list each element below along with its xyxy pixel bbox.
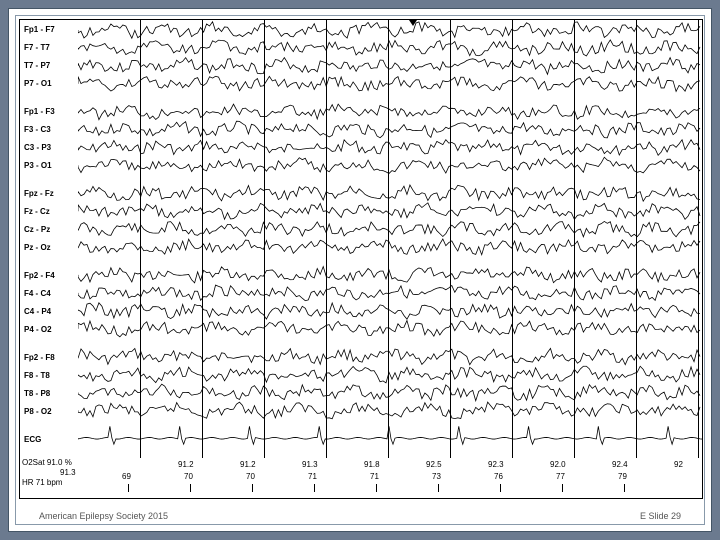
gridline <box>636 20 637 458</box>
waveform-area: O2Sat 91.0 %91.3HR 71 bpm91.291.291.391.… <box>78 20 702 498</box>
channel-label: T8 - P8 <box>24 389 50 398</box>
axis-hr-value: 79 <box>618 472 627 481</box>
waveform-trace <box>78 303 700 319</box>
waveform-svg <box>78 20 702 498</box>
channel-label: C4 - P4 <box>24 307 51 316</box>
channel-label: Fp1 - F3 <box>24 107 55 116</box>
axis-o2-value: 92 <box>674 460 683 469</box>
waveform-trace <box>78 58 700 75</box>
axis-tick <box>624 484 625 492</box>
axis-tick <box>314 484 315 492</box>
eeg-chart: Fp1 - F7 F7 - T7 T7 - P7 P7 - O1 Fp1 - F3 F3 … <box>19 19 703 499</box>
waveform-trace <box>78 22 700 38</box>
gridline <box>512 20 513 458</box>
axis-hr-value: 73 <box>432 472 441 481</box>
gridline <box>574 20 575 458</box>
channel-label: F8 - T8 <box>24 371 50 380</box>
channel-label: F4 - C4 <box>24 289 51 298</box>
axis-o2-value: 91.8 <box>364 460 380 469</box>
axis-o2-value: 91.3 <box>302 460 318 469</box>
axis-o2-value: 92.4 <box>612 460 628 469</box>
channel-label: P4 - O2 <box>24 325 52 334</box>
axis-tick <box>500 484 501 492</box>
gridline <box>264 20 265 458</box>
gridline <box>326 20 327 458</box>
axis-hr-value: 77 <box>556 472 565 481</box>
waveform-trace <box>78 267 700 283</box>
axis-o2-value: 91.2 <box>178 460 194 469</box>
channel-label: ECG <box>24 435 41 444</box>
channel-label: P7 - O1 <box>24 79 52 88</box>
waveform-trace <box>78 239 700 255</box>
axis-tick <box>190 484 191 492</box>
channel-label: C3 - P3 <box>24 143 51 152</box>
channel-label: Pz - Oz <box>24 243 51 252</box>
channel-label: P3 - O1 <box>24 161 52 170</box>
axis-hr-value: 70 <box>246 472 255 481</box>
axis-o2-value: 92.3 <box>488 460 504 469</box>
axis-hr-value: 71 <box>308 472 317 481</box>
axis-tick <box>252 484 253 492</box>
channel-label: Fp1 - F7 <box>24 25 55 34</box>
waveform-trace <box>78 157 700 173</box>
slide-frame: Fp1 - F7 F7 - T7 T7 - P7 P7 - O1 Fp1 - F3 F3 … <box>8 8 712 532</box>
axis-tick <box>376 484 377 492</box>
waveform-trace <box>78 426 702 444</box>
waveform-trace <box>78 366 700 383</box>
waveform-trace <box>78 203 700 220</box>
channel-label: F3 - C3 <box>24 125 51 134</box>
waveform-trace <box>78 221 700 236</box>
gridline <box>140 20 141 458</box>
waveform-trace <box>78 104 700 120</box>
axis-hr-value: 71 <box>370 472 379 481</box>
gridline <box>202 20 203 458</box>
bottom-axis: O2Sat 91.0 %91.3HR 71 bpm91.291.291.391.… <box>78 458 702 498</box>
channel-label: Fz - Cz <box>24 207 50 216</box>
axis-o2-value: 92.0 <box>550 460 566 469</box>
gridline <box>388 20 389 458</box>
waveform-trace <box>78 76 700 91</box>
waveform-trace <box>78 140 700 156</box>
footer-right: E Slide 29 <box>640 511 681 521</box>
channel-label: Cz - Pz <box>24 225 50 234</box>
axis-o2-value: 92.5 <box>426 460 442 469</box>
marker-icon <box>409 20 417 26</box>
waveform-trace <box>78 185 700 201</box>
waveform-trace <box>78 384 700 401</box>
axis-tick <box>128 484 129 492</box>
axis-tick <box>562 484 563 492</box>
axis-hr-value: 76 <box>494 472 503 481</box>
gridline <box>450 20 451 458</box>
gridline <box>698 20 699 458</box>
channel-labels: Fp1 - F7 F7 - T7 T7 - P7 P7 - O1 Fp1 - F3 F3 … <box>24 20 80 498</box>
slide-footer: American Epilepsy Society 2015 E Slide 2… <box>39 511 681 521</box>
waveform-trace <box>78 348 700 364</box>
waveform-trace <box>78 321 700 337</box>
channel-label: Fp2 - F4 <box>24 271 55 280</box>
waveform-trace <box>78 402 700 419</box>
channel-label: F7 - T7 <box>24 43 50 52</box>
waveform-trace <box>78 40 700 56</box>
waveform-trace <box>78 121 700 138</box>
axis-tick <box>438 484 439 492</box>
channel-label: P8 - O2 <box>24 407 52 416</box>
waveform-trace <box>78 285 700 301</box>
axis-hr-value: 70 <box>184 472 193 481</box>
axis-o2-value: 91.2 <box>240 460 256 469</box>
channel-label: T7 - P7 <box>24 61 50 70</box>
channel-label: Fp2 - F8 <box>24 353 55 362</box>
channel-label: Fpz - Fz <box>24 189 54 198</box>
footer-left: American Epilepsy Society 2015 <box>39 511 168 521</box>
axis-hr-value: 69 <box>122 472 131 481</box>
